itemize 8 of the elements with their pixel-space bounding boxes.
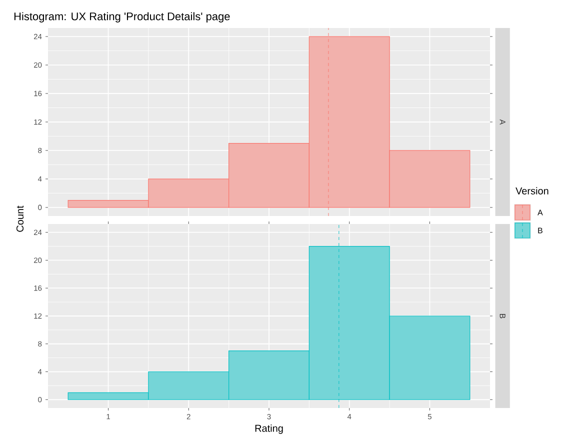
chart-title: Histogram: UX Rating 'Product Details' page (14, 12, 230, 22)
x-axis-title: Rating (255, 424, 283, 434)
text: B (500, 314, 506, 318)
legend-label: B (538, 228, 542, 234)
text: A (500, 119, 506, 125)
legend-label: A (538, 210, 543, 216)
y-axis-title: Count (16, 206, 24, 232)
legend-title: Version (516, 187, 548, 194)
